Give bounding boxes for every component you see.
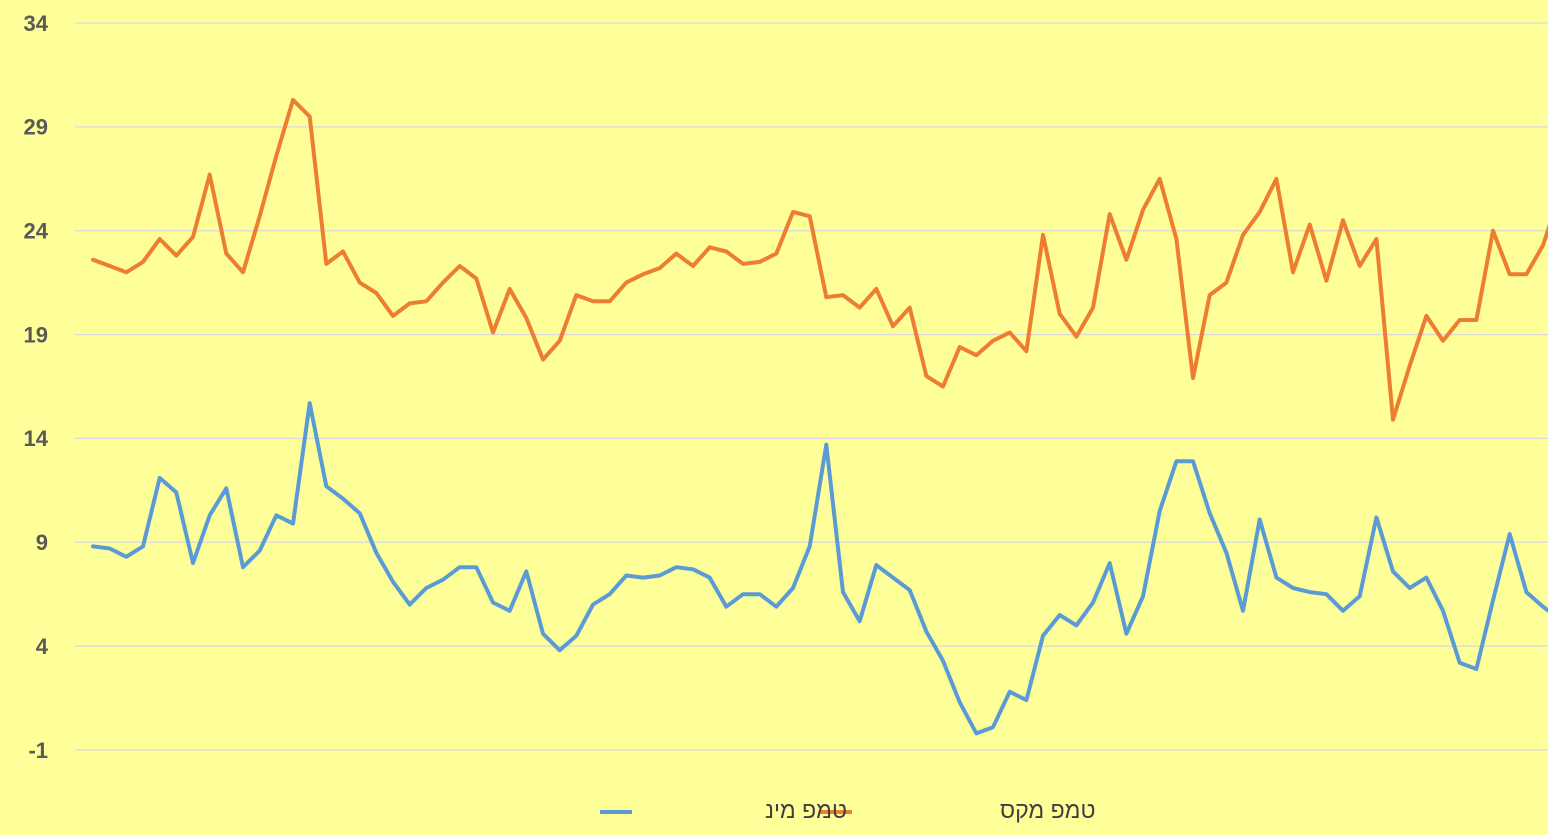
y-tick-label: 19 (24, 322, 48, 347)
y-tick-label: 29 (24, 115, 48, 140)
legend-label: טמפ מינ (765, 797, 847, 823)
y-tick-label: 14 (24, 426, 49, 451)
y-tick-label: 34 (24, 11, 49, 36)
y-tick-label: -1 (28, 738, 48, 763)
y-tick-label: 9 (36, 530, 48, 555)
legend-label: טמפ מקס (1000, 797, 1095, 823)
y-tick-label: 24 (24, 219, 49, 244)
y-tick-label: 4 (36, 634, 49, 659)
line-series (91, 401, 1548, 736)
line-series (91, 97, 1548, 422)
